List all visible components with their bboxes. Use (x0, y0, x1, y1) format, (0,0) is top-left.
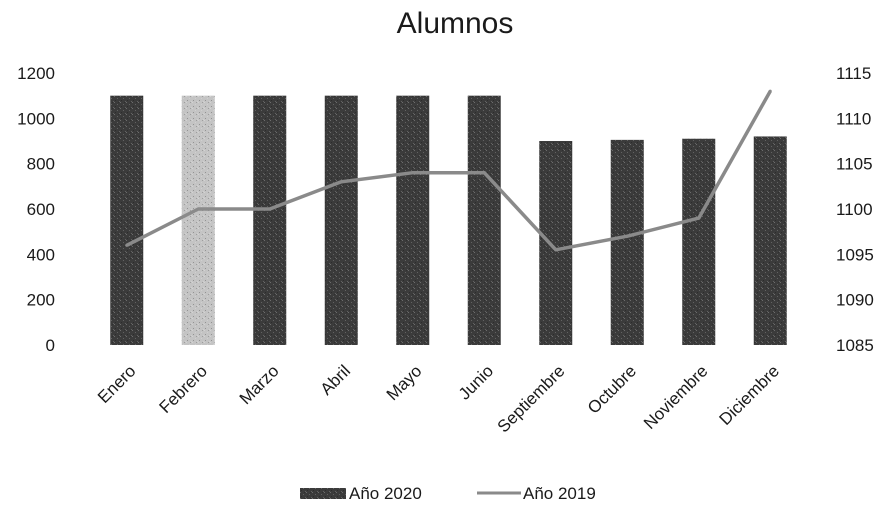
right-tick-label: 1095 (836, 245, 874, 264)
category-label: Junio (455, 361, 497, 403)
left-tick-label: 400 (27, 245, 55, 264)
category-label: Octubre (584, 361, 640, 417)
category-label: Noviembre (640, 361, 712, 433)
category-label: Abril (317, 361, 354, 398)
right-y-axis: 1085 1090 1095 1100 1105 1110 1115 (836, 64, 874, 355)
line-point-junio (482, 171, 486, 175)
category-label: Enero (94, 361, 140, 407)
bar-series-ano-2020 (110, 95, 787, 346)
line-point-diciembre (768, 89, 772, 93)
right-tick-label: 1085 (836, 336, 874, 355)
category-label: Marzo (236, 361, 283, 408)
line-point-marzo (268, 207, 272, 211)
legend-label-ano-2019: Año 2019 (523, 484, 596, 503)
left-tick-label: 600 (27, 200, 55, 219)
chart-title: Alumnos (397, 7, 514, 40)
left-tick-label: 0 (46, 336, 55, 355)
bar-texture (467, 95, 501, 346)
bar-texture (110, 95, 144, 346)
legend-label-ano-2020: Año 2020 (349, 484, 422, 503)
line-point-abril (339, 180, 343, 184)
bar-texture (682, 138, 716, 345)
line-point-febrero (196, 207, 200, 211)
line-point-octubre (625, 234, 629, 238)
bar-texture (610, 139, 644, 345)
bar-texture (324, 95, 358, 346)
right-tick-label: 1105 (836, 155, 873, 174)
bar-texture (181, 95, 215, 346)
line-point-enero (125, 243, 129, 247)
right-tick-label: 1090 (836, 291, 874, 310)
left-tick-label: 1200 (17, 64, 55, 83)
left-tick-label: 1000 (17, 109, 55, 128)
category-label: Septiembre (494, 361, 569, 436)
line-point-noviembre (697, 216, 701, 220)
line-point-septiembre (554, 248, 558, 252)
category-label: Febrero (156, 361, 212, 417)
left-tick-label: 200 (27, 291, 55, 310)
legend: Año 2020 Año 2019 (300, 484, 596, 503)
category-label: Mayo (383, 361, 426, 404)
line-point-mayo (411, 171, 415, 175)
right-tick-label: 1100 (836, 200, 873, 219)
right-tick-label: 1110 (836, 109, 871, 128)
left-tick-label: 800 (27, 155, 55, 174)
bar-texture (539, 141, 573, 345)
line-path (126, 90, 772, 252)
left-y-axis: 0 200 400 600 800 1000 1200 (17, 64, 55, 355)
x-axis-categories: Enero Febrero Marzo Abril Mayo JunioSeptiembr… (94, 361, 783, 436)
right-tick-label: 1115 (836, 64, 871, 83)
bar-texture (253, 95, 287, 346)
bar-texture (753, 136, 787, 345)
bar-texture (396, 95, 430, 346)
line-series-ano-2019 (125, 89, 772, 252)
category-label: Diciembre (716, 361, 784, 429)
